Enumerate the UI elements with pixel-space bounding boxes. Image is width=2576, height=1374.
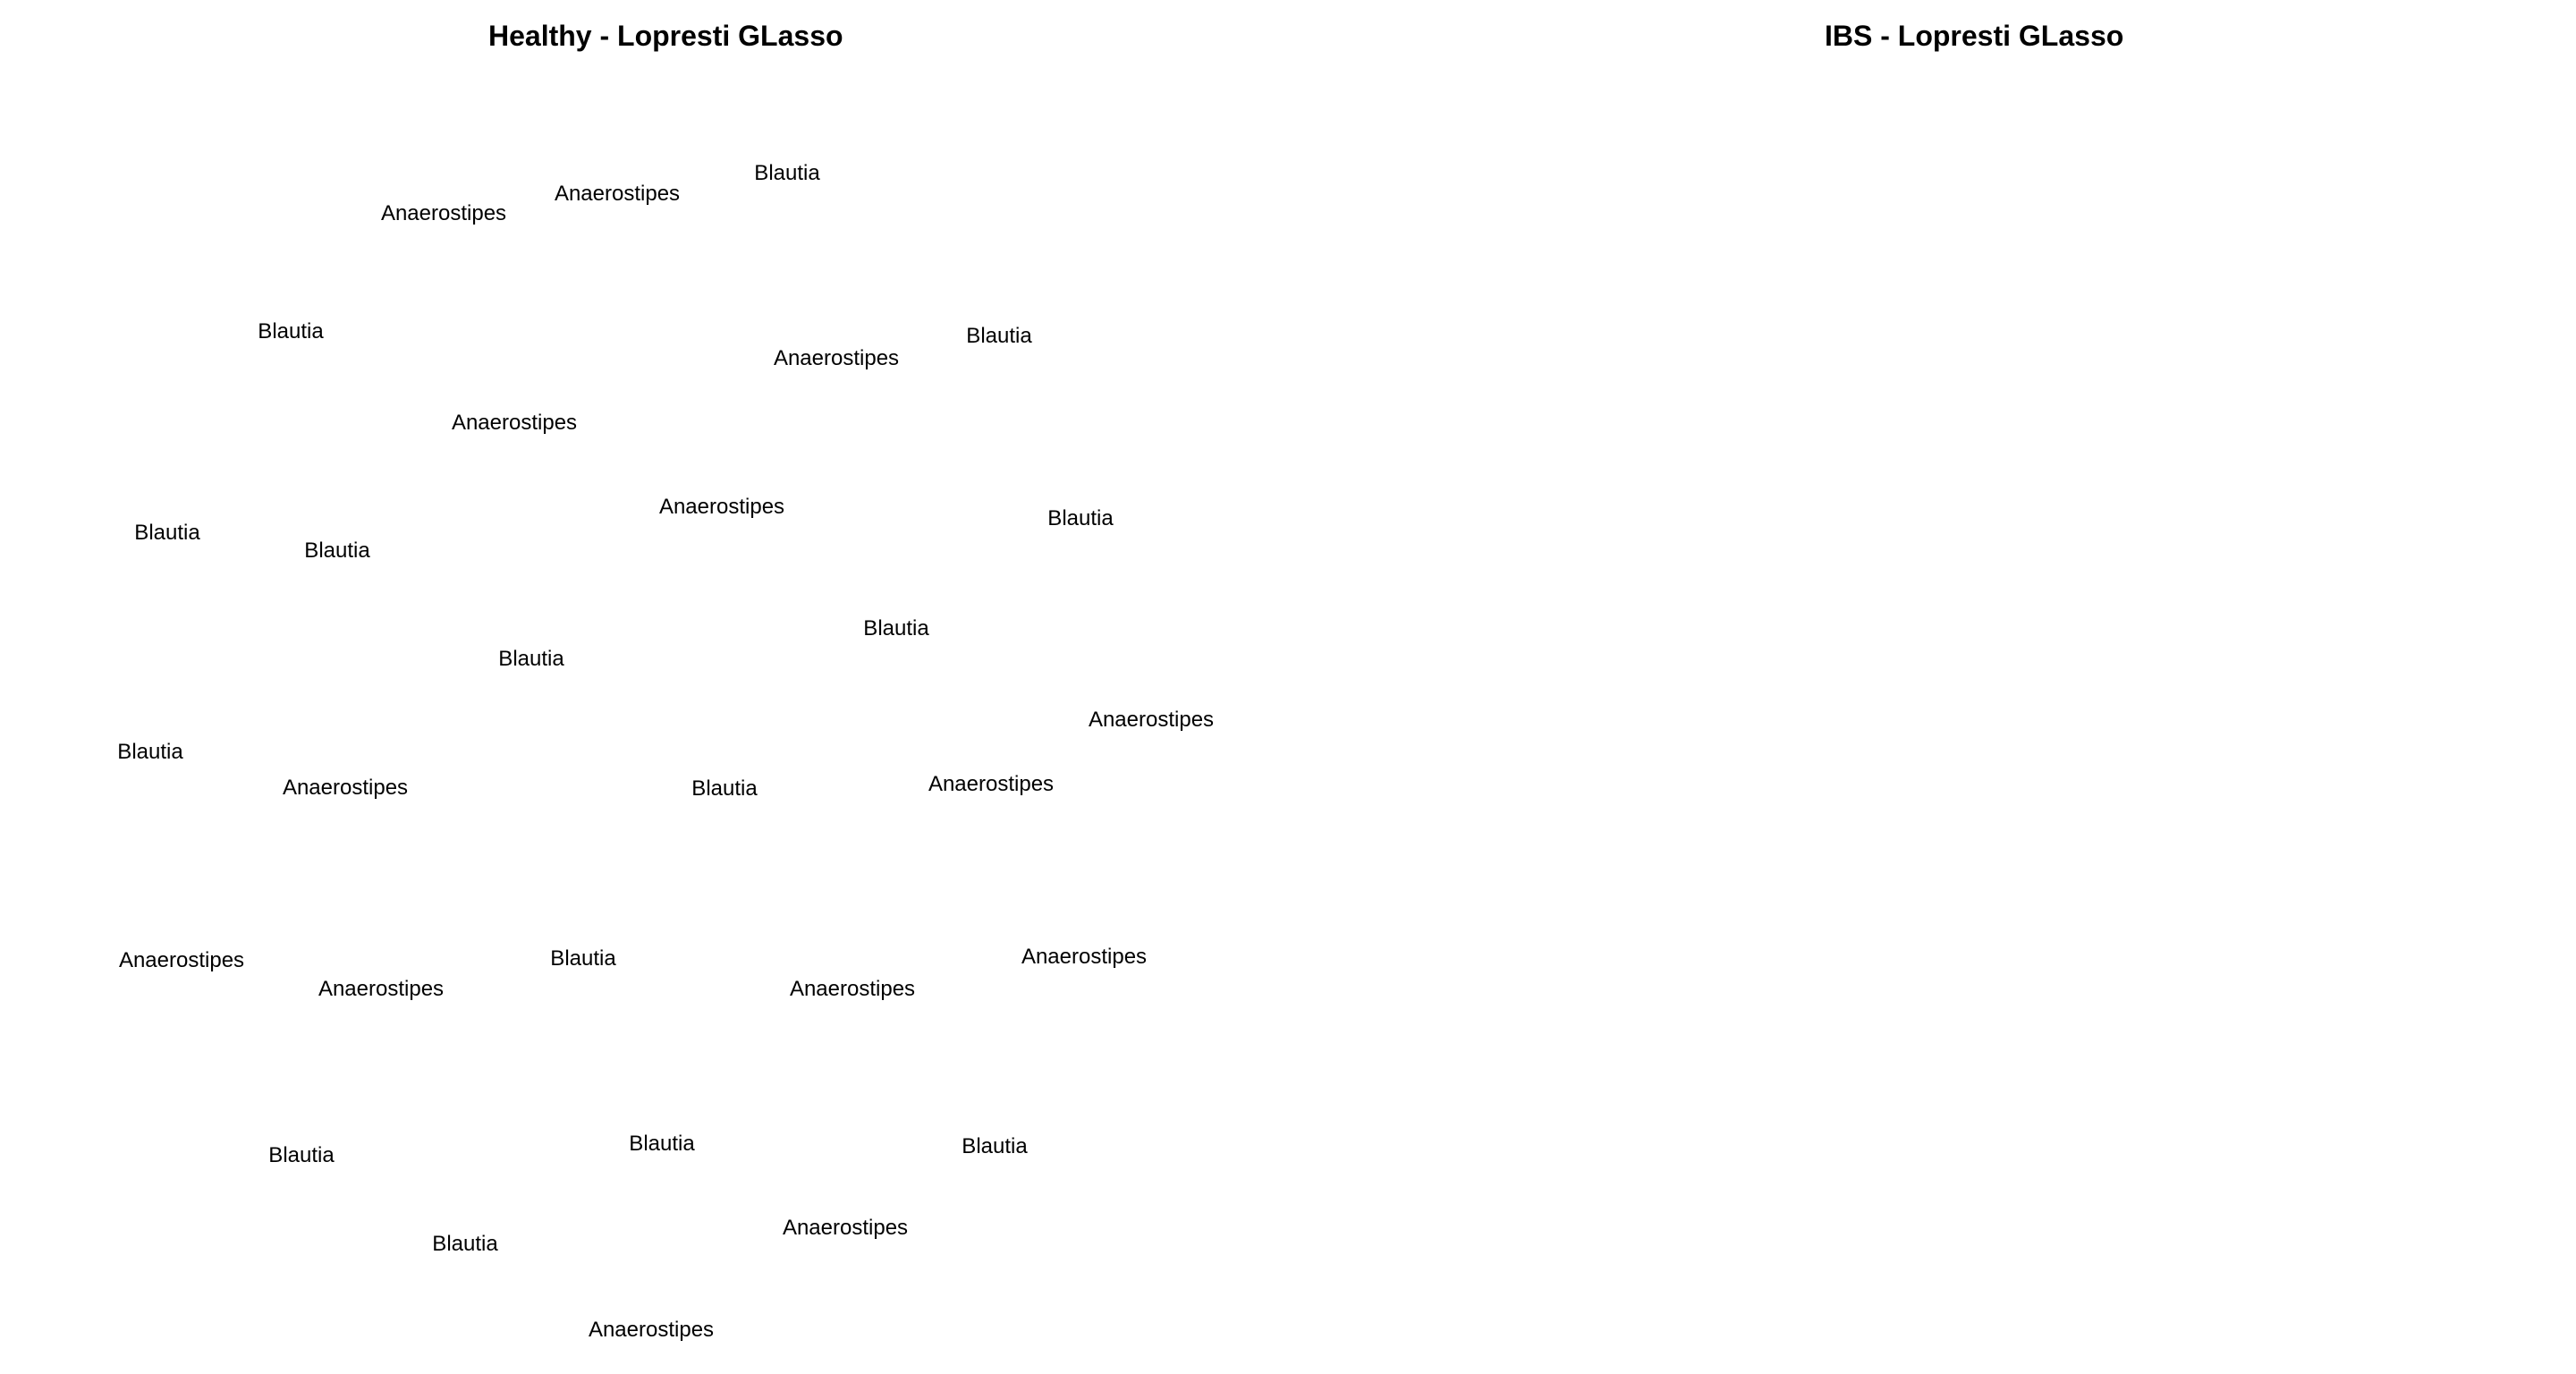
node-label-anaerostipes: Anaerostipes [928, 772, 1055, 796]
node-label-anaerostipes: Anaerostipes [773, 346, 900, 370]
node-label-blautia: Blautia [1047, 506, 1114, 530]
node-label-anaerostipes: Anaerostipes [451, 411, 578, 435]
node-label-anaerostipes: Anaerostipes [658, 495, 785, 519]
node-label-blautia: Blautia [268, 1143, 335, 1167]
node-label-blautia: Blautia [863, 616, 929, 640]
node-label-anaerostipes: Anaerostipes [588, 1318, 715, 1342]
node-label-anaerostipes: Anaerostipes [782, 1216, 909, 1240]
node-label-blautia: Blautia [629, 1132, 695, 1156]
node-label-anaerostipes: Anaerostipes [282, 776, 409, 800]
node-label-anaerostipes: Anaerostipes [554, 182, 681, 206]
node-label-blautia: Blautia [258, 319, 324, 344]
panel-title-ibs: IBS - Lopresti GLasso [1825, 20, 2124, 52]
node-label-blautia: Blautia [962, 1134, 1028, 1158]
node-label-blautia: Blautia [304, 539, 370, 563]
ibs-node-layer [1288, 0, 2576, 1374]
node-label-blautia: Blautia [432, 1232, 498, 1256]
node-label-anaerostipes: Anaerostipes [318, 977, 445, 1001]
node-label-anaerostipes: Anaerostipes [380, 201, 507, 225]
panel-title-healthy: Healthy - Lopresti GLasso [488, 20, 843, 52]
node-label-blautia: Blautia [134, 521, 200, 545]
node-label-blautia: Blautia [754, 161, 820, 185]
healthy-network-panel: Healthy - Lopresti GLasso Anaerostipes An… [117, 20, 1215, 1342]
node-label-anaerostipes: Anaerostipes [118, 948, 245, 972]
node-label-blautia: Blautia [550, 946, 616, 971]
node-label-anaerostipes: Anaerostipes [1021, 945, 1148, 969]
node-label-blautia: Blautia [691, 776, 758, 801]
node-label-anaerostipes: Anaerostipes [789, 977, 916, 1001]
node-label-blautia: Blautia [498, 647, 564, 671]
node-label-blautia: Blautia [117, 740, 183, 764]
node-label-blautia: Blautia [966, 324, 1032, 348]
ibs-network-panel: IBS - Lopresti GLasso [1288, 0, 2576, 1374]
healthy-node-layer: Anaerostipes Anaerostipes Blautia Blautia An… [117, 161, 1215, 1342]
node-label-anaerostipes: Anaerostipes [1088, 708, 1215, 732]
